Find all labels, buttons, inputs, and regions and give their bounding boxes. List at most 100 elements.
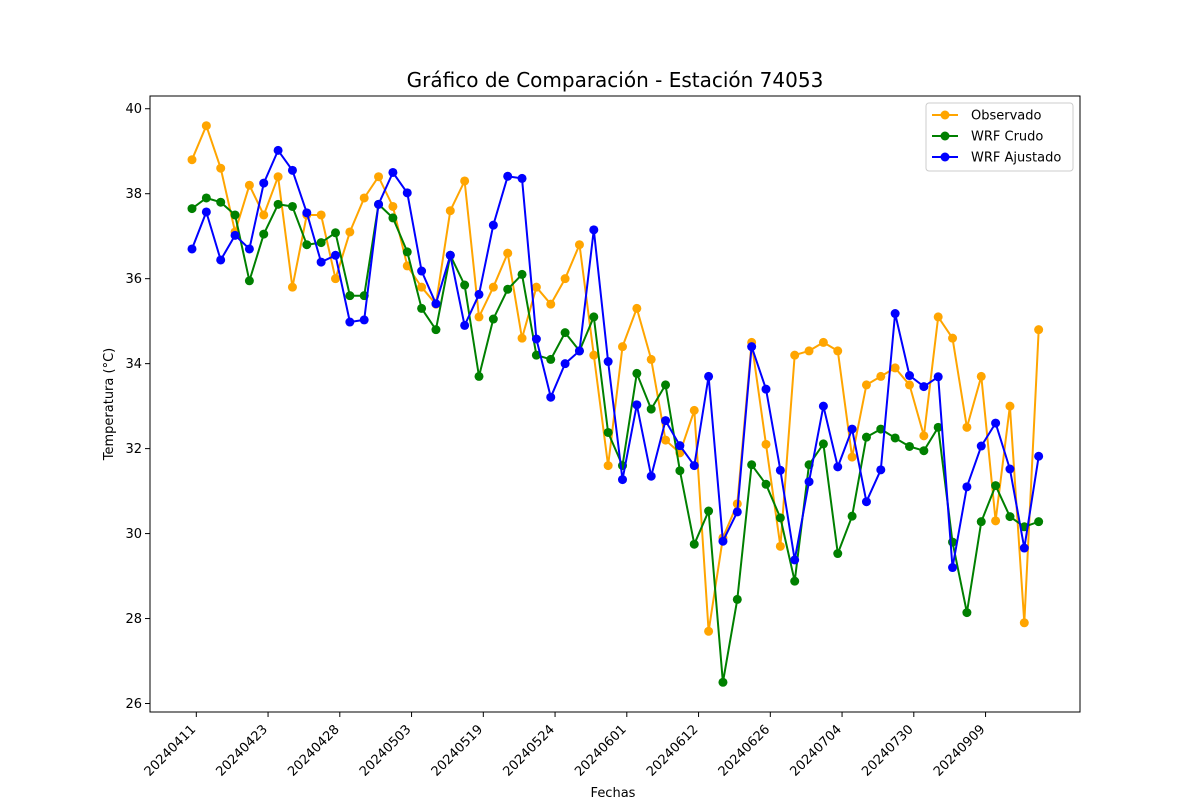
chart-title: Gráfico de Comparación - Estación 74053 [407,68,824,92]
data-point-wrf-ajustado [546,392,556,402]
data-point-wrf-crudo [646,404,656,414]
data-point-observado [1005,401,1015,411]
data-point-observado [287,282,297,292]
data-point-observado [962,422,972,432]
data-point-wrf-ajustado [531,334,541,344]
data-point-wrf-ajustado [861,497,871,507]
data-point-observado [474,312,484,322]
data-point-wrf-ajustado [1034,451,1044,461]
data-point-observado [589,350,599,360]
data-point-observado [201,121,211,131]
legend: Observado WRF Crudo WRF Ajustado [925,102,1074,172]
data-point-wrf-ajustado [560,359,570,369]
x-axis-label: Fechas [591,786,636,800]
data-point-wrf-crudo [661,380,671,390]
data-point-wrf-ajustado [890,309,900,319]
data-point-observado [417,282,427,292]
data-point-observado [259,210,269,220]
data-point-wrf-ajustado [818,401,828,411]
y-tick-label: 32 [125,442,142,457]
y-axis-label: Temperatura (°C) [102,348,117,461]
data-point-observado [574,240,584,250]
data-point-wrf-crudo [833,549,843,559]
y-tick-label: 30 [125,527,142,542]
y-tick-label: 28 [125,612,142,627]
data-point-wrf-crudo [216,197,226,207]
data-point-wrf-ajustado [460,320,470,330]
data-point-wrf-crudo [244,276,254,286]
data-point-observado [603,461,613,471]
data-point-wrf-crudo [273,199,283,209]
data-point-observado [560,274,570,284]
data-point-observado [847,452,857,462]
legend-frame [925,102,1074,172]
data-point-wrf-crudo [775,513,785,523]
data-point-observado [689,405,699,415]
data-point-wrf-ajustado [187,244,197,254]
data-point-wrf-ajustado [488,220,498,230]
data-point-wrf-ajustado [962,482,972,492]
data-point-wrf-crudo [230,210,240,220]
data-point-observado [804,346,814,356]
data-point-wrf-crudo [417,303,427,313]
data-point-wrf-ajustado [804,477,814,487]
data-point-observado [331,274,340,284]
data-point-wrf-crudo [517,269,527,279]
data-point-observado [244,180,254,190]
data-point-wrf-crudo [718,677,728,687]
data-point-wrf-crudo [546,354,556,364]
data-point-observado [861,380,871,390]
data-point-observado [948,333,958,343]
data-point-observado [388,201,398,211]
data-point-wrf-ajustado [388,167,398,177]
data-point-observado [531,282,541,292]
data-point-wrf-ajustado [675,441,685,451]
data-point-wrf-ajustado [402,188,412,198]
data-point-wrf-ajustado [201,207,211,217]
data-point-wrf-crudo [890,433,900,443]
data-point-wrf-ajustado [302,208,312,218]
data-point-observado [933,312,943,322]
data-point-observado [991,516,1001,526]
series-layer [187,121,1044,687]
data-point-wrf-crudo [460,280,470,290]
data-point-wrf-ajustado [661,416,671,426]
data-point-wrf-crudo [402,247,412,257]
data-point-wrf-crudo [933,422,943,432]
data-point-observado [546,299,556,309]
data-point-wrf-crudo [431,325,441,335]
data-point-wrf-ajustado [474,289,484,299]
y-tick-label: 34 [125,357,142,372]
data-point-wrf-ajustado [331,250,340,260]
data-point-observado [1019,618,1029,628]
data-point-wrf-crudo [632,368,642,378]
data-point-observado [374,172,384,182]
data-point-wrf-ajustado [431,299,441,309]
data-point-observado [1034,325,1044,335]
data-point-wrf-crudo [704,506,714,516]
data-point-wrf-crudo [675,466,685,476]
legend-label-observado: Observado [971,109,1042,124]
data-point-observado [517,333,527,343]
data-point-observado [775,541,785,551]
legend-label-wrf-crudo: WRF Crudo [971,130,1043,145]
data-point-wrf-ajustado [603,357,613,367]
data-point-wrf-crudo [790,576,800,586]
data-point-wrf-crudo [976,517,986,527]
data-point-wrf-ajustado [919,382,929,392]
data-point-observado [187,155,197,165]
data-point-observado [273,172,283,182]
data-point-observado [833,346,843,356]
data-point-wrf-crudo [201,193,211,203]
data-point-wrf-ajustado [704,371,714,381]
data-point-wrf-crudo [876,424,886,434]
data-point-wrf-ajustado [216,255,226,265]
data-point-observado [216,163,226,173]
data-point-wrf-ajustado [259,178,269,188]
y-tick-label: 40 [125,102,142,117]
data-point-wrf-ajustado [445,250,455,260]
data-point-wrf-ajustado [359,315,369,325]
data-point-wrf-crudo [488,314,498,324]
data-point-wrf-ajustado [833,462,843,472]
